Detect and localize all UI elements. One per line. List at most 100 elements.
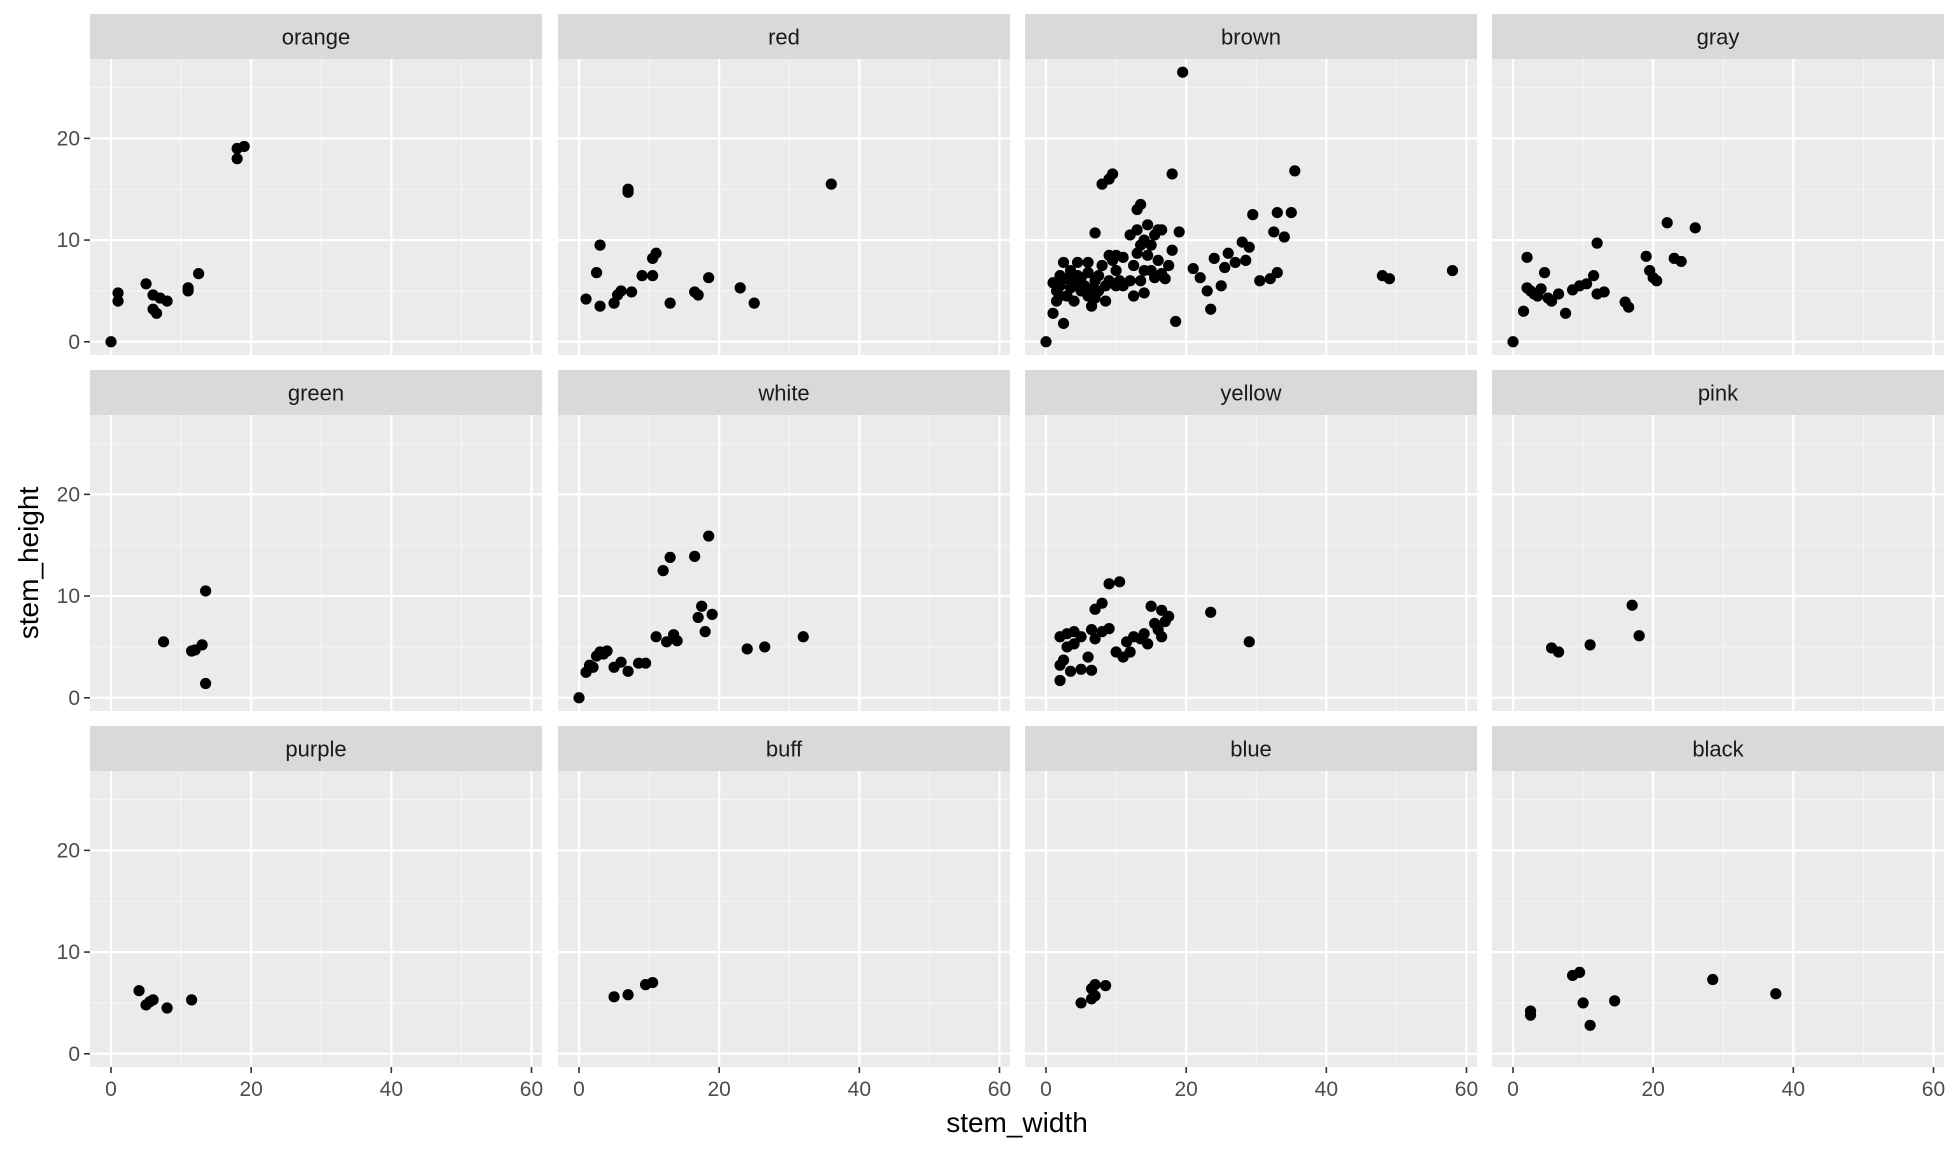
data-point	[1278, 231, 1290, 243]
data-point	[671, 635, 683, 647]
data-point	[1577, 997, 1589, 1009]
data-point	[1254, 275, 1266, 287]
facet-brown: brown	[1025, 14, 1477, 355]
data-point	[650, 631, 662, 643]
data-point	[161, 295, 173, 307]
data-point	[1096, 259, 1108, 272]
data-point	[1054, 280, 1066, 292]
x-tick-label: 40	[1315, 1078, 1338, 1101]
data-point	[1271, 206, 1283, 219]
x-tick-label: 40	[1782, 1078, 1805, 1101]
data-point	[1591, 237, 1603, 249]
facet-red: red	[558, 14, 1010, 355]
data-point	[1584, 639, 1596, 651]
y-axis-title: stem_height	[13, 487, 44, 640]
data-point	[594, 239, 606, 251]
data-point	[1135, 275, 1147, 287]
data-point	[594, 300, 606, 312]
data-point	[1383, 273, 1396, 285]
data-point	[1675, 255, 1687, 268]
panel-background-purple	[90, 771, 542, 1067]
data-point	[1145, 239, 1157, 251]
data-point	[1159, 273, 1171, 285]
facet-strip-pink	[1492, 370, 1944, 415]
facet-label-yellow: yellow	[1220, 381, 1281, 406]
facet-green: green	[90, 370, 542, 711]
panel-background-gray	[1492, 59, 1944, 355]
facet-yellow: yellow	[1025, 370, 1477, 711]
facet-strip-purple	[90, 726, 542, 771]
x-tick-label: 0	[573, 1078, 585, 1101]
facet-black: black	[1492, 726, 1944, 1067]
data-point	[1124, 646, 1136, 658]
data-point	[664, 551, 676, 564]
data-point	[1135, 198, 1147, 211]
facet-strip-yellow	[1025, 370, 1477, 415]
data-point	[1057, 317, 1070, 330]
x-tick-label: 20	[239, 1078, 262, 1101]
facet-label-gray: gray	[1697, 25, 1740, 50]
data-point	[741, 643, 753, 655]
x-tick-label: 20	[707, 1078, 730, 1101]
data-point	[1142, 219, 1154, 231]
data-point	[692, 289, 704, 301]
data-point	[601, 645, 613, 657]
data-point	[1057, 256, 1070, 269]
data-point	[1205, 303, 1217, 315]
data-point	[1707, 973, 1719, 986]
x-tick-label: 0	[1040, 1078, 1052, 1101]
data-point	[1247, 209, 1259, 221]
data-point	[1507, 336, 1519, 348]
data-point	[1187, 262, 1199, 275]
data-point	[1138, 287, 1150, 299]
data-point	[1156, 224, 1168, 236]
data-point	[133, 985, 145, 997]
data-point	[1082, 267, 1094, 279]
data-point	[1054, 674, 1066, 687]
facet-strip-brown	[1025, 14, 1477, 59]
facet-label-white: white	[757, 381, 809, 406]
data-point	[696, 600, 708, 612]
data-point	[1089, 990, 1101, 1002]
y-tick-label: 20	[57, 127, 80, 150]
data-point	[200, 585, 212, 597]
axes: 0 10 20 0 10 20 0 10 20 0 20 40 60 0 20 40 60 0 20 40 60 0 20 4…	[57, 127, 1946, 1101]
data-point	[1152, 254, 1164, 267]
data-point	[1103, 578, 1115, 590]
data-point	[1068, 638, 1080, 650]
data-point	[1229, 256, 1241, 269]
data-point	[1075, 631, 1087, 643]
data-point	[1640, 250, 1652, 262]
data-point	[625, 286, 638, 298]
data-point	[1285, 206, 1297, 219]
data-point	[161, 1002, 173, 1014]
data-point	[825, 178, 837, 190]
data-point	[1099, 295, 1112, 307]
data-point	[105, 336, 117, 348]
panel-background-black	[1492, 771, 1944, 1067]
x-axis-title: stem_width	[946, 1107, 1088, 1138]
facet-pink: pink	[1492, 370, 1944, 711]
data-point	[1082, 651, 1094, 663]
y-tick-label: 10	[57, 585, 80, 608]
data-point	[639, 657, 652, 669]
data-point	[1584, 1019, 1596, 1031]
data-point	[1163, 610, 1175, 623]
data-point	[1085, 664, 1098, 676]
data-point	[1106, 168, 1119, 180]
data-point	[636, 270, 648, 282]
data-point	[1538, 267, 1551, 279]
data-point	[1521, 251, 1533, 263]
data-point	[1138, 628, 1150, 640]
data-point	[608, 991, 620, 1003]
data-point	[1289, 165, 1301, 177]
facet-label-black: black	[1692, 737, 1744, 762]
data-point	[1089, 633, 1101, 645]
data-point	[1142, 638, 1154, 650]
x-tick-label: 60	[520, 1078, 543, 1101]
data-point	[112, 287, 124, 299]
data-point	[193, 268, 205, 280]
facet-blue: blue	[1025, 726, 1477, 1067]
data-point	[797, 631, 809, 643]
panel-background-brown	[1025, 59, 1477, 355]
